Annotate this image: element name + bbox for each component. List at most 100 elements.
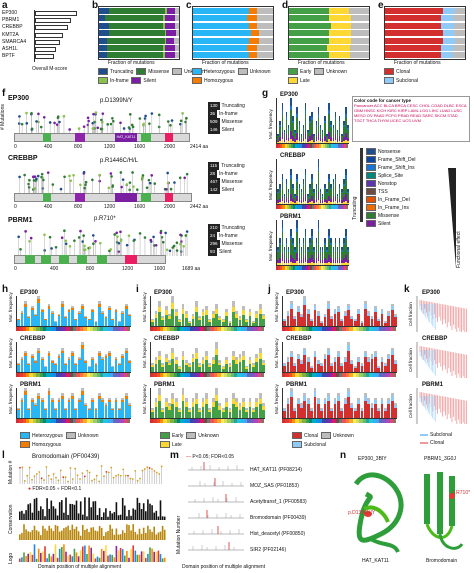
bar: [317, 159, 320, 205]
bar-segment: [67, 310, 71, 313]
bar-segment: [337, 312, 340, 326]
bar: [311, 111, 313, 143]
bar-segment: [328, 139, 330, 143]
stacked-segment: [453, 15, 465, 22]
bar-segment: [338, 257, 341, 263]
strip-cell: [295, 205, 298, 209]
bar-segment: [302, 129, 305, 139]
bar-segment: [309, 184, 311, 188]
strip-cell: [316, 144, 319, 148]
bar-segment: [255, 362, 259, 372]
conservation-bar: [82, 524, 84, 540]
bar: [360, 321, 364, 326]
strip-cell: [335, 144, 338, 148]
lollipop-head: [175, 249, 179, 252]
effect-swatch: [366, 212, 376, 220]
bar-segment: [94, 364, 98, 365]
strip-cell: [352, 373, 356, 377]
logo-letter: [96, 556, 99, 562]
bar-segment: [211, 311, 215, 315]
conservation-bar: [119, 534, 122, 540]
bar-segment: [319, 247, 322, 251]
bar-segment: [285, 197, 288, 202]
bar: [228, 408, 232, 418]
bar-segment: [235, 317, 239, 326]
bar-segment: [363, 308, 367, 326]
bar-segment: [300, 189, 303, 192]
bar: [231, 301, 235, 327]
bar: [290, 98, 292, 144]
stacked-frame: [98, 6, 180, 60]
bar-segment: [360, 363, 364, 366]
bar-segment: [313, 142, 315, 143]
bar-segment: [81, 391, 84, 395]
gene-label: PBRM1: [2, 17, 20, 24]
mut-point: [103, 475, 105, 478]
bar-segment: [87, 366, 91, 368]
bar-segment: [27, 317, 31, 319]
bar-segment: [304, 102, 307, 110]
y-axis-label: Cell fraction: [408, 348, 413, 372]
strip-cell: [376, 419, 380, 423]
bar-segment: [17, 365, 21, 372]
bar-segment: [161, 320, 165, 326]
bar-segment: [218, 365, 222, 373]
stacked-segment: [193, 22, 249, 29]
bar-segment: [27, 363, 31, 364]
bar-segment: [151, 318, 155, 321]
legend-swatch-late-i: [160, 441, 170, 448]
lollipop-head: [73, 239, 76, 242]
bar-segment: [84, 403, 88, 405]
bar-segment: [343, 311, 347, 313]
bar-segment: [252, 323, 255, 326]
bar-segment: [333, 313, 337, 326]
logo-letter: [100, 548, 103, 562]
stacked-segment: [441, 15, 453, 22]
domain-box: [75, 133, 85, 142]
bar-segment: [174, 406, 178, 418]
bar-segment: [81, 394, 84, 418]
strip-cell: [110, 419, 114, 423]
bar-segment: [124, 303, 128, 306]
bar-segment: [27, 410, 31, 418]
bar-segment: [64, 317, 68, 319]
bar-segment: [341, 189, 343, 192]
bar-segment: [101, 312, 105, 315]
domain-box: [25, 255, 35, 264]
bar-segment: [231, 360, 235, 373]
panel-b-xlabel: Fraction of mutations: [108, 60, 155, 66]
logo-letter: [103, 550, 105, 562]
bar: [338, 116, 341, 143]
bar-segment: [316, 363, 320, 373]
bar-segment: [283, 411, 287, 418]
bar: [332, 247, 335, 265]
bar-segment: [380, 398, 384, 401]
bar: [296, 398, 300, 418]
bar-segment: [60, 306, 64, 326]
bar-segment: [50, 311, 54, 313]
bar: [343, 238, 345, 265]
panel-b-legend: Truncating Missense Unknown In-frame Sil…: [98, 68, 205, 84]
bar-segment: [184, 398, 188, 403]
bar-segment: [317, 252, 320, 261]
legend-swatch-unknown: [172, 68, 183, 75]
strip-cell: [223, 327, 228, 331]
strip-cell: [176, 373, 181, 377]
bar-segment: [114, 400, 118, 403]
bar-segment: [292, 120, 294, 124]
bar-segment: [303, 350, 307, 356]
bar-segment: [91, 312, 94, 326]
gene-name: PBRM1: [20, 382, 42, 388]
bar-segment: [171, 358, 175, 372]
bar: [290, 169, 292, 204]
bar-segment: [258, 308, 262, 314]
count-truncating: 210: [208, 224, 220, 232]
panel-letter-g: g: [262, 88, 269, 99]
strip-cell: [359, 373, 363, 377]
bar: [334, 111, 337, 143]
bar-segment: [294, 194, 296, 196]
ep300-count-legend: 130 Truncating 36 In-frame 509 Missense 146…: [208, 102, 245, 134]
strip-cell: [376, 327, 380, 331]
strip-cell: [52, 327, 57, 331]
bar-segment: [384, 411, 387, 418]
